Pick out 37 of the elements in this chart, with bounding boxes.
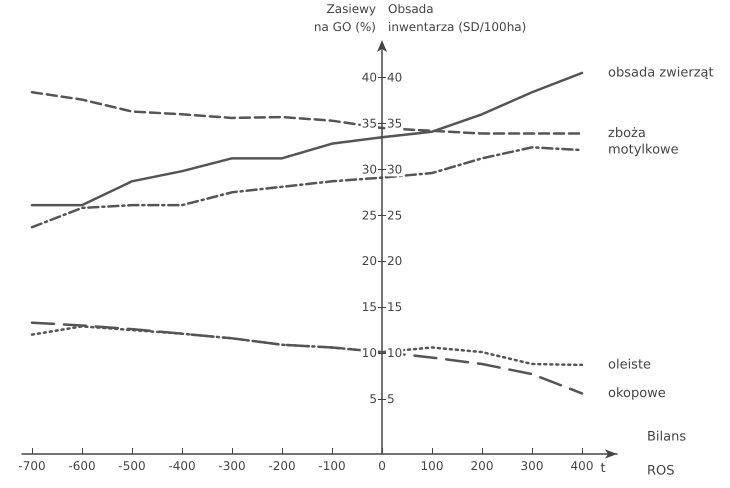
x-tick-label: -500: [118, 459, 146, 473]
y-tick-label: 5: [369, 392, 377, 406]
y2-tick-label: 30: [387, 162, 402, 176]
series-label: okopowe: [608, 386, 666, 401]
x-tick-label: 400: [570, 459, 594, 473]
series-label: motylkowe: [608, 142, 679, 158]
y2-tick-label: 10: [387, 346, 402, 360]
y-tick-label: 15: [362, 300, 377, 314]
x-tick-label: 300: [520, 459, 544, 473]
y2-tick-label: 35: [387, 116, 402, 130]
series-label: zboża: [608, 126, 646, 142]
y-tick-label: 35: [362, 116, 377, 130]
series-label: obsada zwierząt: [608, 65, 714, 80]
y-axis-title: Zasiewy na GO (%): [314, 2, 376, 34]
y-tick-label: 30: [362, 162, 377, 176]
text: t: [600, 461, 606, 476]
y-tick-label: 20: [362, 254, 377, 268]
text: Bilans ROS: [647, 430, 686, 478]
x-tick-label: 100: [420, 459, 444, 473]
y2-tick-label: 5: [387, 392, 395, 406]
x-tick-label: -200: [268, 459, 296, 473]
x-tick-label: -600: [68, 459, 96, 473]
series-label: oleiste: [608, 357, 652, 372]
x-tick-label: -700: [18, 459, 46, 473]
x-tick-label: 200: [470, 459, 494, 473]
y2-tick-label: 40: [387, 70, 402, 85]
x-tick-label: -400: [168, 459, 196, 473]
y2-tick-label: 25: [387, 208, 402, 222]
x-tick-label: -100: [318, 459, 346, 473]
x-tick-label: 0: [378, 459, 386, 473]
x-tick-label: -300: [218, 459, 246, 473]
y2-tick-label: 20: [387, 254, 402, 268]
y-tick-label: 40: [362, 70, 377, 85]
y2-tick-label: 15: [387, 300, 402, 314]
y2-axis-title: Obsada inwentarza (SD/100ha): [388, 2, 526, 34]
y-tick-label: 10: [362, 346, 377, 360]
y-tick-label: 25: [362, 208, 377, 222]
